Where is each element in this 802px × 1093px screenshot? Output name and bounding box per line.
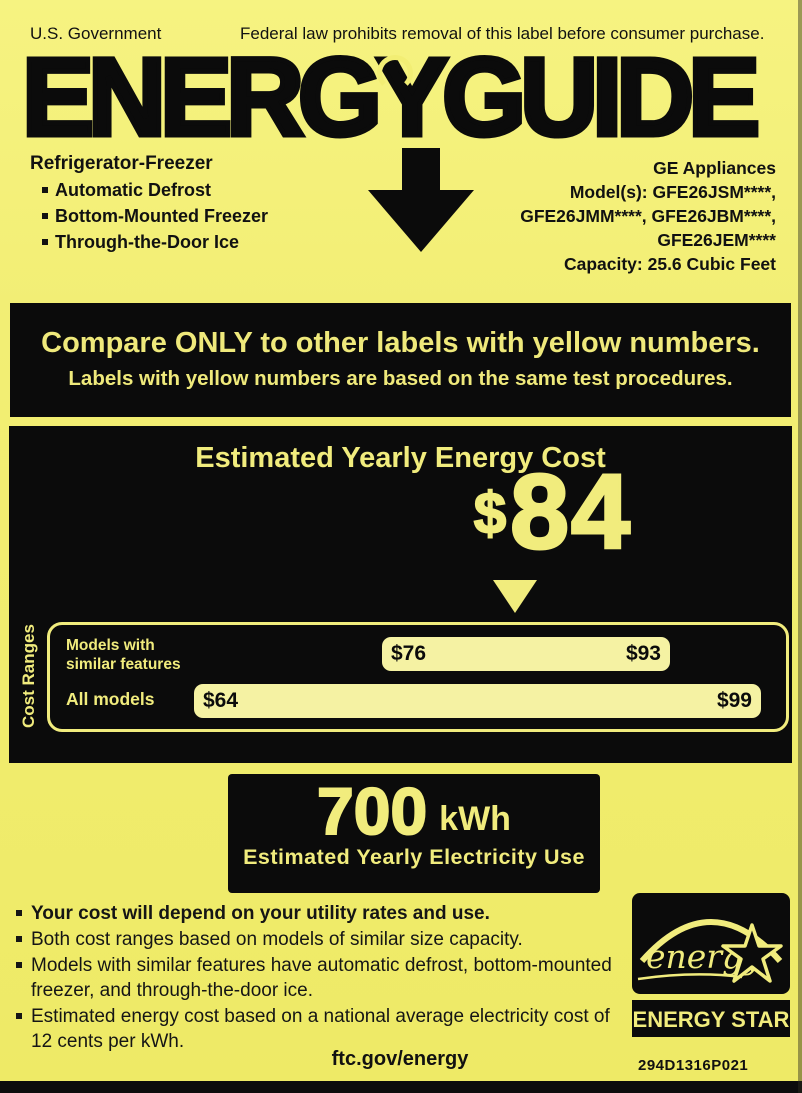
electricity-use-value: 700 kWh	[228, 774, 600, 848]
footnote-item: Both cost ranges based on models of simi…	[16, 927, 630, 952]
footnote-item: Estimated energy cost based on a nationa…	[16, 1004, 630, 1054]
range-row-label-line: similar features	[66, 656, 181, 673]
range-max-value: $93	[625, 642, 661, 665]
range-row-label: Models with similar features	[66, 636, 181, 674]
compare-subline: Labels with yellow numbers are based on …	[68, 367, 733, 390]
kwh-amount: 700	[316, 774, 428, 848]
feature-item: Automatic Defrost	[42, 180, 211, 201]
footnotes-list: Your cost will depend on your utility ra…	[16, 901, 630, 1055]
bullet-icon	[16, 910, 22, 916]
energy-star-logo: energy ENERGY STAR	[632, 893, 790, 1038]
bullet-icon	[42, 239, 48, 246]
government-text: U.S. Government	[30, 24, 162, 43]
capacity-text: Capacity: 25.6 Cubic Feet	[563, 254, 776, 274]
footnote-item: Your cost will depend on your utility ra…	[16, 901, 630, 926]
range-row-label: All models	[66, 689, 155, 709]
bottom-edge	[0, 1081, 802, 1093]
cost-pointer-icon	[493, 580, 537, 613]
appliance-category: Refrigerator-Freezer	[30, 153, 213, 174]
range-min-value: $76	[391, 642, 427, 665]
range-max-value: $99	[716, 689, 752, 712]
cost-amount: 84	[509, 453, 632, 571]
feature-item: Bottom-Mounted Freezer	[42, 206, 268, 227]
bullet-icon	[42, 187, 48, 194]
cost-ranges-box: Models with similar features $76 $93 All…	[47, 622, 789, 732]
all-models-range-bar: $64 $99	[194, 684, 761, 718]
model-line: GFE26JMM****, GFE26JBM****,	[520, 206, 776, 226]
footnote-text: Estimated energy cost based on a nationa…	[31, 1006, 610, 1052]
down-arrow-head-icon	[368, 190, 474, 252]
bullet-icon	[16, 1013, 22, 1019]
compare-headline: Compare ONLY to other labels with yellow…	[41, 327, 760, 359]
cost-ranges-axis-label: Cost Ranges	[19, 624, 38, 728]
yearly-cost-panel: Estimated Yearly Energy Cost $ 84 Cost R…	[9, 426, 792, 763]
feature-label: Bottom-Mounted Freezer	[55, 206, 268, 226]
ftc-url: ftc.gov/energy	[331, 1048, 469, 1070]
footnote-text: Models with similar features have automa…	[31, 955, 612, 1001]
model-line: Model(s): GFE26JSM****,	[569, 182, 776, 202]
footnote-text: Your cost will depend on your utility ra…	[31, 903, 490, 924]
right-edge	[798, 0, 802, 1093]
feature-label: Automatic Defrost	[55, 180, 212, 200]
feature-label: Through-the-Door Ice	[55, 232, 239, 252]
kwh-unit: kWh	[439, 799, 511, 838]
range-row-label-line: Models with	[66, 637, 155, 654]
electricity-use-caption: Estimated Yearly Electricity Use	[243, 844, 585, 869]
logo-tag-hook-icon	[377, 55, 413, 91]
footnote-text: Both cost ranges based on models of simi…	[31, 929, 523, 950]
manufacturer-block: GE Appliances Model(s): GFE26JSM****, GF…	[520, 156, 776, 276]
bullet-icon	[42, 213, 48, 220]
model-line: GFE26JEM****	[657, 230, 776, 250]
federal-law-notice: Federal law prohibits removal of this la…	[240, 24, 765, 43]
part-number: 294D1316P021	[638, 1057, 749, 1074]
estimated-cost-value: $ 84	[473, 453, 632, 571]
footnote-item: Models with similar features have automa…	[16, 953, 630, 1003]
electricity-use-panel: 700 kWh Estimated Yearly Electricity Use	[228, 774, 600, 893]
feature-item: Through-the-Door Ice	[42, 232, 239, 253]
energy-star-label: ENERGY STAR	[633, 1007, 790, 1032]
brand-name: GE Appliances	[653, 158, 776, 178]
similar-models-range-bar: $76 $93	[382, 637, 670, 671]
compare-banner: Compare ONLY to other labels with yellow…	[10, 303, 791, 417]
cost-title: Estimated Yearly Energy Cost	[195, 442, 606, 474]
energy-star-icon: energy ENERGY STAR	[632, 893, 790, 1037]
currency-symbol: $	[473, 480, 507, 547]
range-min-value: $64	[203, 689, 239, 712]
bullet-icon	[16, 962, 22, 968]
bullet-icon	[16, 936, 22, 942]
